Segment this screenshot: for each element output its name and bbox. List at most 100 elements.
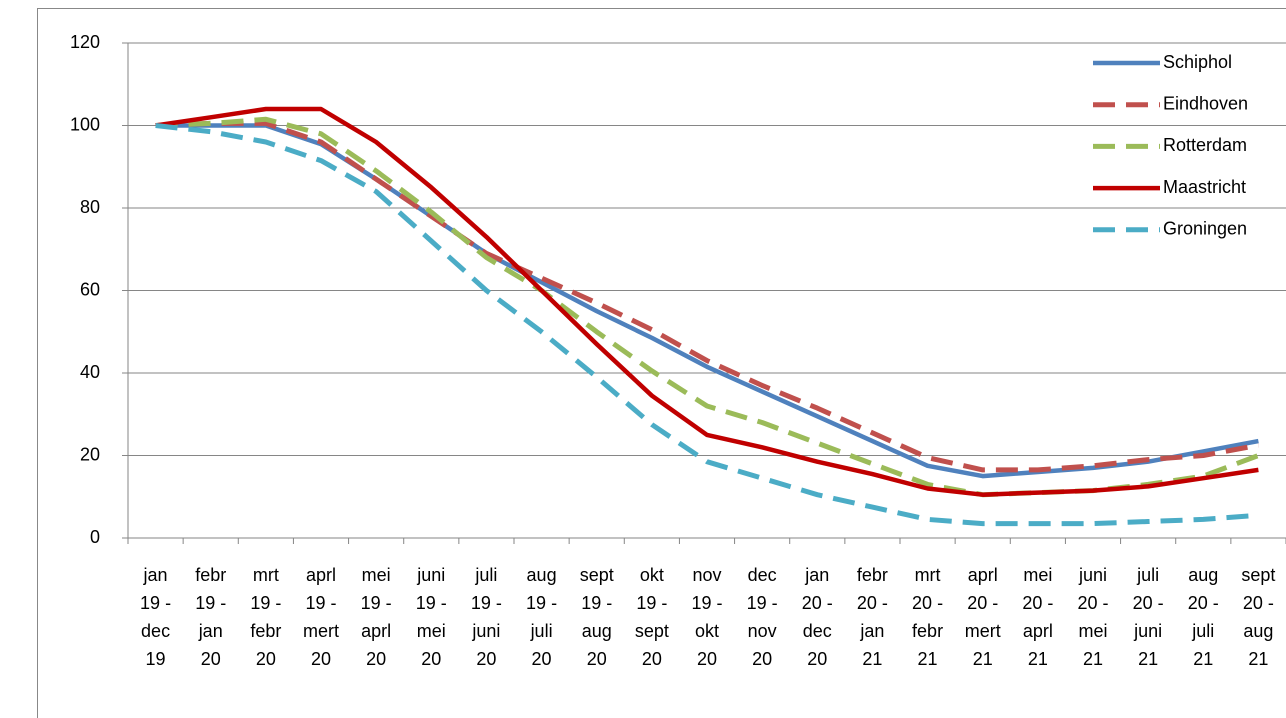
- x-tick-label-line: 20 -: [1243, 593, 1274, 613]
- legend-label: Maastricht: [1163, 177, 1246, 197]
- x-tick-label-line: juni: [416, 565, 445, 585]
- x-tick-label-line: 20: [201, 649, 221, 669]
- x-tick-label: aug 20 - juli 21: [1188, 565, 1219, 669]
- x-tick-label: aug 19 - juli 20: [526, 565, 557, 669]
- x-tick-label-line: 20 -: [1077, 593, 1108, 613]
- x-tick-label-line: mrt: [915, 565, 941, 585]
- x-tick-label-line: jan: [859, 621, 884, 641]
- x-tick-label-line: sept: [580, 565, 614, 585]
- x-tick-label-line: 19 -: [747, 593, 778, 613]
- x-tick-label-line: jan: [804, 565, 829, 585]
- x-tick-label-line: juni: [1078, 565, 1107, 585]
- x-tick-label-line: aprl: [968, 565, 998, 585]
- x-tick-label: sept 19 - aug 20: [580, 565, 614, 669]
- x-tick-label-line: mei: [362, 565, 391, 585]
- x-tick-label-line: febr: [250, 621, 281, 641]
- x-tick-label-line: 20: [697, 649, 717, 669]
- x-tick-label-line: jan: [198, 621, 223, 641]
- x-tick-label-line: 21: [862, 649, 882, 669]
- x-tick-label-line: 21: [1083, 649, 1103, 669]
- y-tick-label: 120: [70, 32, 100, 52]
- x-tick-label-line: 20 -: [1188, 593, 1219, 613]
- x-tick-label-line: 19 -: [195, 593, 226, 613]
- series-line: [155, 116, 1260, 498]
- x-tick-label-line: dec: [748, 565, 777, 585]
- x-tick-label-line: 20 -: [1022, 593, 1053, 613]
- x-tick-label: mei 19 - aprl 20: [361, 565, 392, 669]
- x-tick-label-line: febr: [912, 621, 943, 641]
- x-tick-label-line: 19 -: [305, 593, 336, 613]
- legend-label: Schiphol: [1163, 52, 1232, 72]
- x-tick-label: mei 20 - aprl 21: [1022, 565, 1053, 669]
- x-tick-label-line: aug: [527, 565, 557, 585]
- x-tick-label-line: mei: [1023, 565, 1052, 585]
- x-tick-label-line: 19: [146, 649, 166, 669]
- x-tick-label-line: okt: [695, 621, 719, 641]
- x-tick-label-line: 20: [366, 649, 386, 669]
- x-tick-label: febr 20 - jan 21: [857, 565, 888, 669]
- x-tick-label-line: febr: [857, 565, 888, 585]
- x-tick-label-line: 19 -: [416, 593, 447, 613]
- y-tick-label: 0: [90, 527, 100, 547]
- x-tick-label-line: 19 -: [471, 593, 502, 613]
- x-tick-label-line: 20: [256, 649, 276, 669]
- x-tick-label-line: mei: [1078, 621, 1107, 641]
- series-line: [155, 123, 1259, 527]
- x-tick-label-line: sept: [635, 621, 669, 641]
- x-tick-label-line: juli: [1136, 565, 1159, 585]
- x-tick-label-line: 19 -: [526, 593, 557, 613]
- x-tick-label-line: 19 -: [691, 593, 722, 613]
- x-tick-label-line: 20 -: [967, 593, 998, 613]
- y-tick-label: 20: [80, 444, 100, 464]
- x-tick-label-line: mei: [417, 621, 446, 641]
- x-tick-label-line: juli: [1191, 621, 1214, 641]
- series-line: [155, 106, 1259, 497]
- x-tick-label-line: 20: [532, 649, 552, 669]
- x-tick-label-line: 19 -: [140, 593, 171, 613]
- x-tick-label-line: 19 -: [361, 593, 392, 613]
- x-tick-label-line: 21: [1193, 649, 1213, 669]
- x-tick-label-line: 19 -: [636, 593, 667, 613]
- x-tick-label: aprl 19 - mert 20: [303, 565, 339, 669]
- x-tick-label: okt 19 - sept 20: [635, 565, 669, 669]
- x-tick-label-line: mrt: [253, 565, 279, 585]
- x-tick-label: nov 19 - okt 20: [691, 565, 722, 669]
- x-tick-label-line: 20: [642, 649, 662, 669]
- x-tick-label-line: 21: [918, 649, 938, 669]
- x-tick-label-line: aprl: [306, 565, 336, 585]
- x-tick-label: dec 19 - nov 20: [747, 565, 778, 669]
- x-tick-label-line: dec: [803, 621, 832, 641]
- x-tick-label-line: juni: [471, 621, 500, 641]
- x-tick-label-line: 20: [752, 649, 772, 669]
- x-tick-label-line: sept: [1241, 565, 1275, 585]
- x-tick-label: aprl 20 - mert 21: [965, 565, 1001, 669]
- x-tick-label-line: febr: [195, 565, 226, 585]
- x-tick-label-line: aprl: [1023, 621, 1053, 641]
- x-tick-label-line: 21: [1028, 649, 1048, 669]
- x-tick-label-line: aprl: [361, 621, 391, 641]
- x-tick-label: mrt 20 - febr 21: [912, 565, 943, 669]
- x-tick-label-line: 20: [587, 649, 607, 669]
- x-tick-label-line: 20 -: [857, 593, 888, 613]
- x-tick-label-line: nov: [692, 565, 721, 585]
- x-tick-label: mrt 19 - febr 20: [250, 565, 281, 669]
- x-tick-label-line: aug: [582, 621, 612, 641]
- legend-label: Eindhoven: [1163, 93, 1248, 113]
- x-tick-label-line: okt: [640, 565, 664, 585]
- x-tick-label: febr 19 - jan 20: [195, 565, 226, 669]
- x-tick-label: sept 20 - aug 21: [1241, 565, 1275, 669]
- x-tick-label: jan 20 - dec 20: [802, 565, 833, 669]
- x-tick-label-line: 19 -: [581, 593, 612, 613]
- x-tick-label: juni 19 - mei 20: [416, 565, 447, 669]
- x-tick-label-line: 21: [1248, 649, 1268, 669]
- x-tick-label-line: juni: [1133, 621, 1162, 641]
- x-tick-label-line: nov: [748, 621, 777, 641]
- x-tick-label-line: aug: [1188, 565, 1218, 585]
- x-tick-label-line: 20: [476, 649, 496, 669]
- x-tick-label: juli 19 - juni 20: [471, 565, 502, 669]
- x-tick-label-line: 20: [807, 649, 827, 669]
- x-tick-label: juni 20 - mei 21: [1077, 565, 1108, 669]
- x-tick-label-line: dec: [141, 621, 170, 641]
- x-tick-label-line: mert: [303, 621, 339, 641]
